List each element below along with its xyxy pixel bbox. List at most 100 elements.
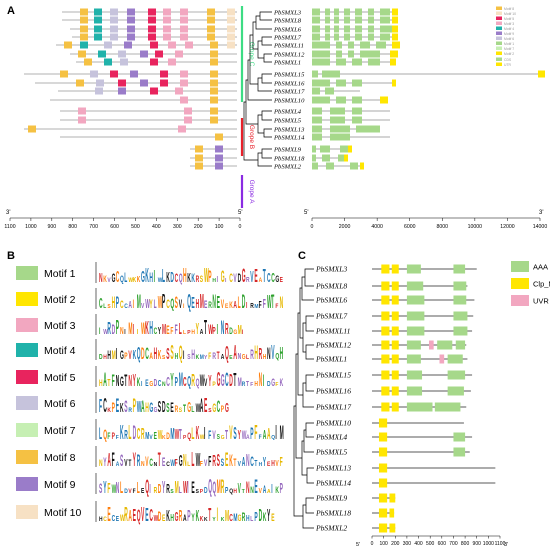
logo-letter: D — [99, 353, 103, 361]
logo-letter: W — [112, 481, 117, 495]
clp-n-domain — [391, 340, 399, 350]
motif-row — [60, 116, 237, 124]
cds-box — [376, 41, 386, 49]
domain-row — [372, 418, 464, 428]
gene-structure-row — [312, 116, 390, 124]
logo-letter: C — [229, 272, 233, 285]
logo-letter: N — [99, 457, 103, 468]
tree-branch — [263, 53, 272, 63]
motif-3-box — [180, 16, 188, 24]
cds-box — [380, 16, 390, 24]
logo-letter: V — [179, 298, 183, 311]
motif-10-box — [227, 8, 235, 16]
logo-letter: M — [179, 368, 183, 390]
aaa-domain — [453, 264, 466, 274]
logo-letter: Q — [179, 341, 183, 363]
logo-letter: T — [271, 292, 274, 314]
motif-8-box — [84, 58, 92, 66]
logo-letter: P — [187, 330, 191, 336]
gene-structure-row — [312, 107, 390, 115]
panel-a-phylogenetic-tree — [243, 11, 272, 167]
logo-letter: L — [191, 406, 194, 414]
panel-c-phylogenetic-tree — [293, 268, 314, 529]
logo-letter: F — [280, 455, 283, 470]
motif-8-box — [207, 16, 215, 24]
logo-letter: D — [124, 489, 128, 496]
cds-box — [334, 16, 339, 24]
aaa-domain — [406, 386, 423, 396]
logo-letter: S — [221, 456, 224, 469]
axis-tick-label: 900 — [47, 224, 56, 230]
logo-letter: K — [133, 277, 137, 284]
logo-letter: A — [263, 428, 267, 443]
logo-letter: M — [112, 349, 116, 362]
logo-letter: F — [208, 454, 211, 470]
gene-structure-row — [312, 58, 396, 66]
motif-3-box — [180, 25, 188, 33]
cds-box — [368, 58, 380, 66]
logo-letter: A — [267, 425, 271, 443]
logo-letter: M — [175, 477, 179, 497]
axis-tick-label: 100 — [215, 224, 224, 230]
logo-letter: W — [137, 400, 142, 416]
logo-letter: P — [183, 435, 187, 441]
logo-letter: G — [242, 264, 246, 286]
motif-row — [60, 133, 237, 141]
motif-4-label: Motif 4 — [44, 345, 76, 357]
aaa-domain — [455, 340, 466, 350]
axis-tick-label: 400 — [414, 541, 423, 547]
logo-letter: M — [145, 430, 149, 442]
motif-2-label: Motif 2 — [44, 294, 76, 306]
logo-letter: C — [103, 517, 107, 524]
motif-9-box — [127, 8, 135, 16]
logo-letter: P — [280, 481, 284, 497]
clp-n-domain — [381, 402, 390, 412]
logo-letter: I — [183, 304, 185, 311]
gene-structure-row — [312, 96, 388, 104]
axis-tick-label: 900 — [473, 541, 482, 547]
clp-n-domain — [391, 354, 399, 364]
motif-8-box — [210, 107, 218, 115]
logo-letter: H — [99, 377, 103, 388]
logo-letter: M — [233, 511, 237, 524]
motif-9-box — [215, 145, 223, 153]
legend-label: Motif 2 — [504, 52, 514, 56]
aaa-domain — [406, 264, 421, 274]
axis-tick-label: 2000 — [339, 224, 351, 230]
panel-c-axis: 0 100 200 300 400 500 600 700 800 900 1000 1100 5' 3' — [356, 535, 508, 548]
logo-letter: V — [141, 303, 144, 310]
logo-letter: R — [196, 275, 200, 285]
logo-letter: P — [112, 400, 115, 416]
logo-letter: M — [254, 304, 259, 310]
tree-branch — [252, 21, 258, 50]
logo-letter: S — [158, 397, 161, 416]
logo-letter: F — [250, 382, 253, 388]
gene-label: PbSMXL16 — [315, 387, 351, 396]
aaa-domain — [406, 370, 423, 380]
motif-5-label: Motif 5 — [44, 372, 76, 384]
cds-box — [356, 125, 380, 133]
motif-8-box — [195, 154, 203, 162]
motif-8-box — [210, 116, 218, 124]
aaa-domain — [447, 354, 463, 364]
logo-letter: T — [246, 380, 249, 388]
logo-letter: P — [112, 430, 115, 441]
logo-letter: M — [225, 509, 229, 525]
gene-label: PbSMXL12 — [315, 341, 351, 350]
logo-letter: P — [162, 292, 165, 314]
logo-letter: P — [116, 293, 119, 312]
logo-letter: Q — [137, 506, 141, 525]
motif-8-swatch — [16, 450, 38, 464]
gene-label: PbSMXL6 — [315, 296, 347, 305]
logo-letter: C — [137, 427, 141, 443]
motif-row — [60, 107, 237, 115]
axis-tick-label: 1100 — [495, 541, 506, 547]
logo-letter: Q — [120, 275, 124, 285]
logo-letter: S — [179, 407, 182, 414]
motif-9-label: Motif 9 — [44, 479, 76, 491]
logo-letter: T — [242, 489, 246, 495]
cds-box — [380, 8, 390, 16]
logo-letter: I — [183, 349, 184, 362]
logo-letter: R — [166, 482, 170, 496]
